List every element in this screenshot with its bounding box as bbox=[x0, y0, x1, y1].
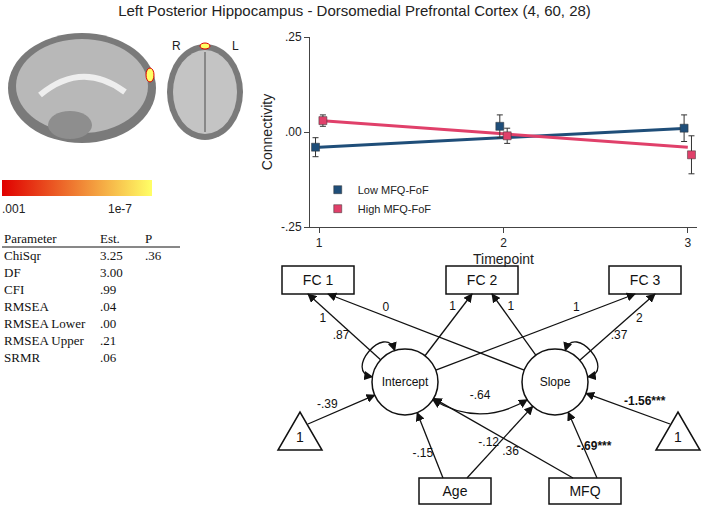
svg-text:3.00: 3.00 bbox=[100, 265, 123, 280]
svg-text:RMSEA Lower: RMSEA Lower bbox=[4, 316, 86, 331]
svg-text:Slope: Slope bbox=[540, 375, 571, 389]
svg-text:1e-7: 1e-7 bbox=[108, 202, 132, 216]
svg-text:2: 2 bbox=[636, 311, 643, 325]
svg-text:FC 3: FC 3 bbox=[630, 272, 661, 288]
svg-text:.00: .00 bbox=[100, 316, 116, 331]
svg-text:.25: .25 bbox=[285, 30, 302, 44]
svg-text:1: 1 bbox=[573, 300, 580, 314]
svg-text:-1.56***: -1.56*** bbox=[624, 394, 666, 408]
svg-text:.99: .99 bbox=[100, 282, 116, 297]
svg-text:3.25: 3.25 bbox=[100, 248, 123, 263]
svg-text:-.69***: -.69*** bbox=[577, 439, 612, 453]
svg-text:Parameter: Parameter bbox=[4, 231, 57, 246]
svg-text:P: P bbox=[145, 231, 152, 246]
svg-text:Est.: Est. bbox=[100, 231, 120, 246]
svg-text:.37: .37 bbox=[611, 328, 628, 342]
svg-text:CFI: CFI bbox=[4, 282, 24, 297]
svg-text:.36: .36 bbox=[145, 248, 162, 263]
svg-text:1: 1 bbox=[296, 429, 304, 445]
svg-text:.001: .001 bbox=[2, 202, 26, 216]
svg-text:Age: Age bbox=[443, 483, 468, 499]
svg-text:FC 2: FC 2 bbox=[467, 272, 498, 288]
svg-text:SRMR: SRMR bbox=[4, 350, 40, 365]
svg-text:DF: DF bbox=[4, 265, 21, 280]
svg-text:L: L bbox=[232, 39, 239, 53]
svg-text:3: 3 bbox=[684, 236, 691, 250]
svg-text:.36: .36 bbox=[502, 444, 519, 458]
svg-text:Low MFQ-FoF: Low MFQ-FoF bbox=[358, 184, 429, 196]
svg-text:1: 1 bbox=[316, 236, 323, 250]
svg-text:ChiSqr: ChiSqr bbox=[4, 248, 42, 263]
svg-text:High MFQ-FoF: High MFQ-FoF bbox=[358, 203, 432, 215]
svg-text:-.25: -.25 bbox=[281, 220, 302, 234]
svg-text:.04: .04 bbox=[100, 299, 117, 314]
svg-text:.87: .87 bbox=[333, 328, 350, 342]
svg-text:-.64: -.64 bbox=[470, 388, 491, 402]
svg-text:.21: .21 bbox=[100, 333, 116, 348]
svg-text:MFQ: MFQ bbox=[569, 483, 600, 499]
svg-text:0: 0 bbox=[382, 300, 389, 314]
svg-text:RMSEA Upper: RMSEA Upper bbox=[4, 333, 84, 348]
svg-text:1: 1 bbox=[320, 311, 327, 325]
svg-text:-.12: -.12 bbox=[478, 435, 499, 449]
svg-text:2: 2 bbox=[500, 236, 507, 250]
svg-text:Timepoint: Timepoint bbox=[473, 251, 534, 267]
svg-text:-.15: -.15 bbox=[412, 446, 433, 460]
svg-text:RMSEA: RMSEA bbox=[4, 299, 49, 314]
svg-text:.00: .00 bbox=[285, 125, 302, 139]
svg-text:1: 1 bbox=[507, 299, 514, 313]
html-text:Left Posterior Hippocampus - D: Left Posterior Hippocampus - Dorsomedial… bbox=[118, 2, 591, 19]
svg-text:1: 1 bbox=[449, 299, 456, 313]
svg-text:.06: .06 bbox=[100, 350, 117, 365]
svg-text:Intercept: Intercept bbox=[382, 375, 429, 389]
svg-text:Connectivity: Connectivity bbox=[259, 94, 275, 170]
svg-text:1: 1 bbox=[674, 429, 682, 445]
svg-text:-.39: -.39 bbox=[317, 397, 338, 411]
svg-text:R: R bbox=[172, 39, 181, 53]
svg-text:FC 1: FC 1 bbox=[303, 272, 334, 288]
